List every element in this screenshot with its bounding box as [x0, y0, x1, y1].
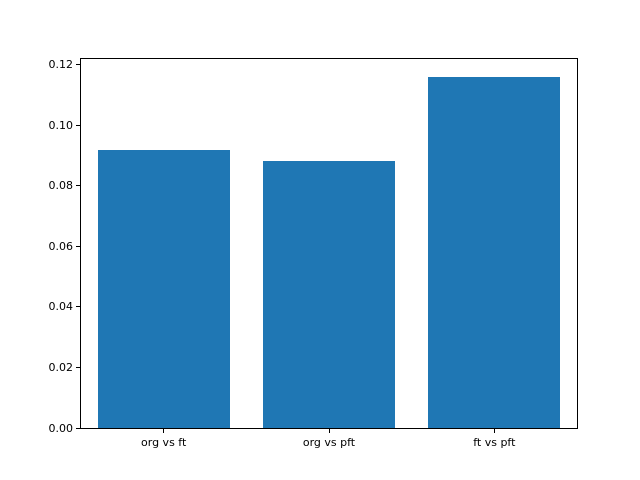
x-tick-mark: [163, 429, 165, 433]
y-tick-label: 0.12: [48, 57, 74, 71]
x-tick-label: ft vs pft: [473, 436, 516, 449]
y-tick-mark: [76, 124, 80, 126]
x-tick-mark: [328, 429, 330, 433]
y-tick-label: 0.10: [48, 118, 74, 132]
y-tick-mark: [76, 366, 80, 368]
y-tick-label: 0.08: [48, 179, 74, 193]
y-tick-label: 0.04: [48, 300, 74, 314]
y-tick-mark: [76, 185, 80, 187]
y-tick-mark: [76, 63, 80, 65]
y-tick-mark: [76, 306, 80, 308]
y-tick-mark: [76, 245, 80, 247]
x-tick-mark: [493, 429, 495, 433]
y-tick-label: 0.06: [48, 239, 74, 253]
bar: [428, 76, 561, 428]
x-tick-label: org vs pft: [302, 436, 356, 449]
bar: [97, 150, 230, 428]
y-tick-mark: [76, 427, 80, 429]
y-tick-label: 0.02: [48, 360, 74, 374]
x-tick-label: org vs ft: [141, 436, 187, 449]
bar: [262, 161, 396, 428]
y-tick-label: 0.00: [48, 421, 74, 435]
